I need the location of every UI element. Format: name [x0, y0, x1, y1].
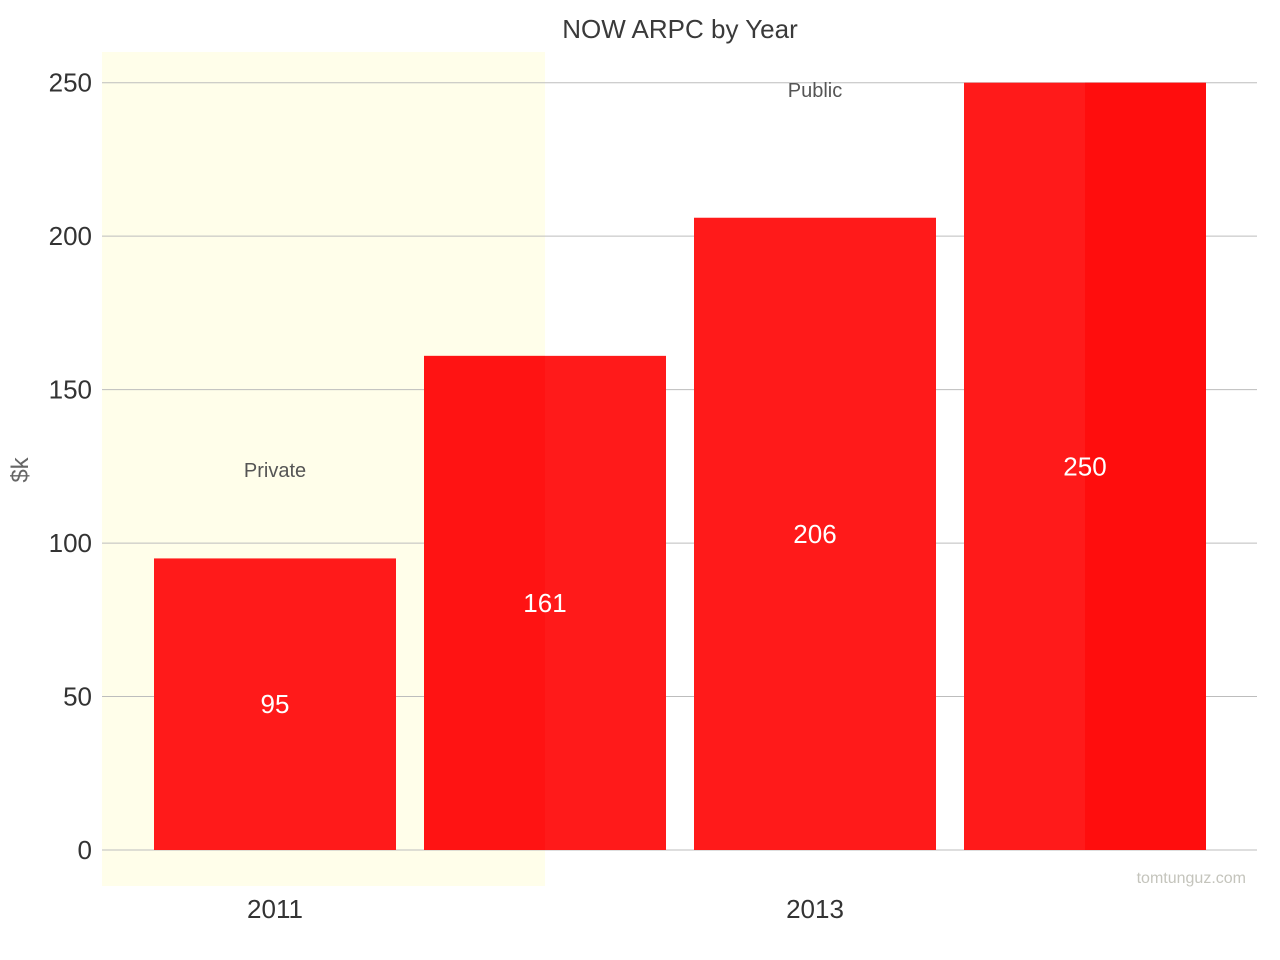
- bar-value-label: 206: [793, 519, 836, 549]
- y-tick-label: 200: [49, 221, 92, 251]
- bar-shade-overlay: [1085, 82, 1206, 850]
- bar-value-label: 161: [523, 588, 566, 618]
- x-axis-ticks: 2011 2013: [247, 894, 844, 924]
- y-axis-label: $k: [7, 456, 34, 482]
- bar-value-label: 250: [1063, 451, 1106, 481]
- bars: [154, 82, 1206, 850]
- bar-2011: [154, 558, 396, 850]
- y-tick-label: 50: [63, 682, 92, 712]
- y-tick-label: 150: [49, 375, 92, 405]
- y-axis-ticks: 0 50 100 150 200 250: [49, 68, 92, 865]
- bar-value-label: 95: [261, 689, 290, 719]
- y-tick-label: 250: [49, 68, 92, 98]
- private-region-label: Private: [244, 460, 306, 482]
- bar-value-labels: 95 161 206 250: [261, 451, 1107, 719]
- bar-2012: [424, 355, 666, 850]
- y-tick-label: 100: [49, 528, 92, 558]
- watermark: tomtunguz.com: [1137, 870, 1246, 887]
- chart-title: NOW ARPC by Year: [562, 14, 798, 44]
- bar-shade-overlay: [424, 355, 545, 850]
- bar-2013: [694, 217, 936, 850]
- x-tick-label: 2013: [786, 894, 844, 924]
- y-tick-label: 0: [78, 835, 92, 865]
- public-region-label: Public: [788, 80, 842, 102]
- x-tick-label: 2011: [247, 894, 303, 924]
